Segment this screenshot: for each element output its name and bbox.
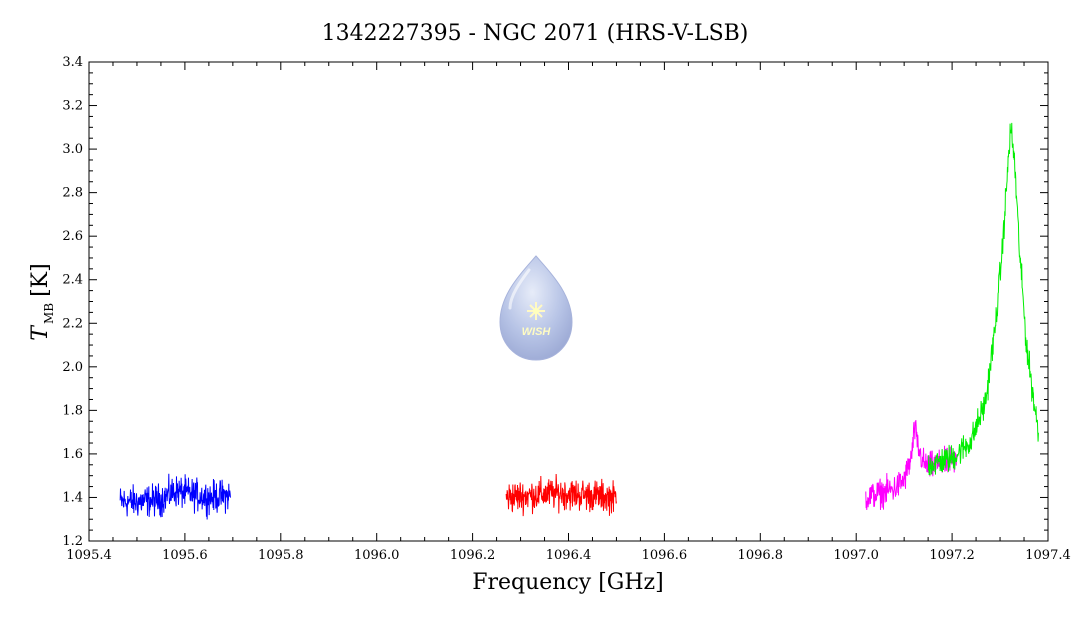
x-tick-label: 1096.4	[546, 548, 592, 563]
y-tick-label: 3.2	[62, 99, 83, 114]
y-tick-label: 2.6	[62, 229, 83, 244]
wish-logo: WISH	[499, 255, 573, 361]
wish-logo-text: WISH	[522, 326, 552, 338]
series-2-line	[505, 474, 617, 517]
y-tick-label: 2.0	[62, 360, 83, 375]
y-tick-label: 1.8	[62, 403, 83, 418]
x-tick-label: 1096.2	[450, 548, 496, 563]
y-axis-label-sub: MB	[42, 303, 56, 324]
y-tick-label: 2.4	[62, 273, 83, 288]
x-tick-label: 1095.4	[66, 548, 112, 563]
x-tick-label: 1097.0	[833, 548, 879, 563]
y-axis-label-unit: [K]	[28, 263, 53, 297]
x-tick-label: 1097.4	[1025, 548, 1071, 563]
plot-series	[119, 122, 1039, 520]
x-tick-label: 1096.0	[354, 548, 400, 563]
chart-title: 1342227395 - NGC 2071 (HRS-V-LSB)	[322, 21, 749, 46]
x-tick-label: 1096.8	[738, 548, 784, 563]
series-1-line	[119, 473, 231, 520]
axis-ticks	[88, 61, 1049, 542]
y-tick-label: 2.8	[62, 186, 83, 201]
x-tick-label: 1095.8	[258, 548, 304, 563]
series-4-line	[927, 122, 1039, 476]
y-tick-label: 3.0	[62, 142, 83, 157]
y-tick-labels: 1.2 1.4 1.6 1.8 2.0 2.2 2.4 2.6 2.8 3.0 3.2 3.4	[62, 55, 83, 549]
y-tick-label: 2.2	[62, 316, 83, 331]
x-tick-label: 1095.6	[162, 548, 208, 563]
x-tick-label: 1096.6	[642, 548, 688, 563]
x-tick-labels: 1095.4 1095.6 1095.8 1096.0 1096.2 1096.4 1096…	[66, 548, 1071, 563]
x-axis-label: Frequency [GHz]	[472, 570, 664, 595]
y-tick-label: 3.4	[62, 55, 83, 70]
y-axis-label-main: T	[28, 324, 53, 341]
y-axis-label: TMB [K]	[28, 263, 56, 340]
y-tick-label: 1.4	[62, 490, 83, 505]
y-tick-label: 1.2	[62, 534, 83, 549]
x-tick-label: 1097.2	[929, 548, 975, 563]
y-tick-label: 1.6	[62, 447, 83, 462]
